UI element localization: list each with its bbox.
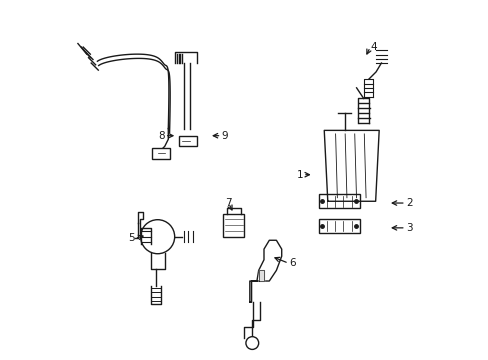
Circle shape xyxy=(245,337,258,350)
Polygon shape xyxy=(249,240,281,302)
Text: 8: 8 xyxy=(158,131,164,141)
Polygon shape xyxy=(324,130,378,201)
Text: 2: 2 xyxy=(405,198,411,208)
Text: 4: 4 xyxy=(369,42,376,52)
Text: 7: 7 xyxy=(225,198,231,208)
Text: 1: 1 xyxy=(296,170,303,180)
Bar xyxy=(318,219,359,233)
Text: 6: 6 xyxy=(288,258,295,268)
Text: 9: 9 xyxy=(221,131,227,141)
Bar xyxy=(179,136,196,146)
Bar xyxy=(152,148,170,159)
Bar xyxy=(223,214,244,237)
Text: 5: 5 xyxy=(128,234,134,243)
Polygon shape xyxy=(258,270,264,281)
Text: 3: 3 xyxy=(405,223,411,233)
Circle shape xyxy=(141,220,174,254)
Bar xyxy=(318,194,359,208)
